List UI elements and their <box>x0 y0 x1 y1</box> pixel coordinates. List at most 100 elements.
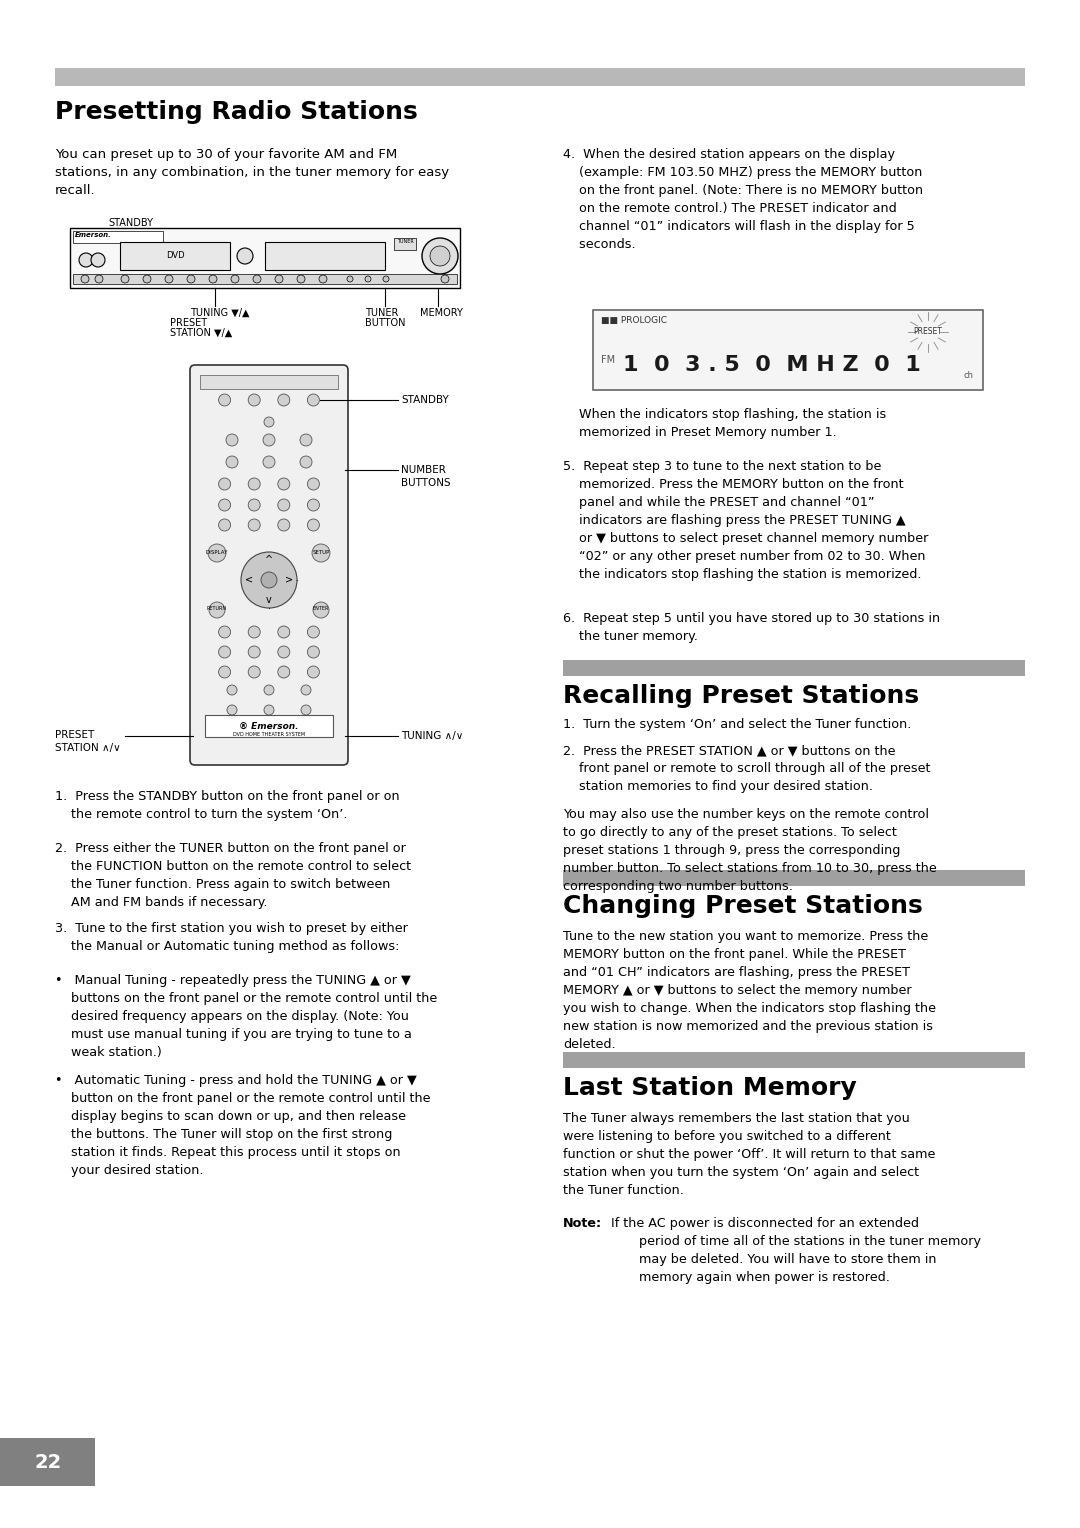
Circle shape <box>218 666 231 678</box>
Text: •   Manual Tuning - repeatedly press the TUNING ▲ or ▼
    buttons on the front : • Manual Tuning - repeatedly press the T… <box>55 973 437 1059</box>
Text: 1.  Turn the system ‘On’ and select the Tuner function.: 1. Turn the system ‘On’ and select the T… <box>563 718 912 749</box>
Text: 3.  Tune to the first station you wish to preset by either
    the Manual or Aut: 3. Tune to the first station you wish to… <box>55 921 408 953</box>
Circle shape <box>253 275 261 283</box>
Bar <box>205 715 333 736</box>
Circle shape <box>308 394 320 406</box>
Bar <box>563 660 1025 675</box>
Circle shape <box>218 520 231 532</box>
Circle shape <box>308 626 320 639</box>
Text: Presetting Radio Stations: Presetting Radio Stations <box>55 99 418 124</box>
Circle shape <box>278 666 289 678</box>
Text: TUNING ∧/∨: TUNING ∧/∨ <box>401 730 463 741</box>
Circle shape <box>441 275 449 283</box>
Circle shape <box>278 626 289 639</box>
Circle shape <box>319 275 327 283</box>
Text: Last Station Memory: Last Station Memory <box>563 1076 856 1100</box>
Text: DVD HOME THEATER SYSTEM: DVD HOME THEATER SYSTEM <box>233 732 305 736</box>
Circle shape <box>264 417 274 426</box>
Text: You can preset up to 30 of your favorite AM and FM
stations, in any combination,: You can preset up to 30 of your favorite… <box>55 148 449 197</box>
Circle shape <box>301 685 311 695</box>
Circle shape <box>312 544 330 562</box>
Circle shape <box>248 478 260 490</box>
Circle shape <box>210 275 217 283</box>
Text: Tune to the new station you want to memorize. Press the
MEMORY button on the fro: Tune to the new station you want to memo… <box>563 931 936 1051</box>
Circle shape <box>231 275 239 283</box>
Circle shape <box>248 646 260 659</box>
Text: BUTTON: BUTTON <box>365 318 405 329</box>
Text: ■■ PROLOGIC: ■■ PROLOGIC <box>600 316 667 325</box>
Bar <box>73 274 457 284</box>
Text: 5.  Repeat step 3 to tune to the next station to be
    memorized. Press the MEM: 5. Repeat step 3 to tune to the next sta… <box>563 460 929 581</box>
Circle shape <box>300 434 312 446</box>
Circle shape <box>218 394 231 406</box>
Circle shape <box>121 275 129 283</box>
Circle shape <box>264 434 275 446</box>
Text: ^: ^ <box>265 555 273 565</box>
Text: STANDBY: STANDBY <box>108 219 153 228</box>
Circle shape <box>278 500 289 510</box>
Text: PRESET: PRESET <box>55 730 94 740</box>
Bar <box>70 228 460 287</box>
Circle shape <box>430 246 450 266</box>
Circle shape <box>347 277 353 283</box>
Bar <box>563 1051 1025 1068</box>
Circle shape <box>278 646 289 659</box>
Circle shape <box>300 455 312 468</box>
Text: ENTER: ENTER <box>313 607 329 611</box>
Circle shape <box>278 478 289 490</box>
Circle shape <box>264 685 274 695</box>
Text: TUNER: TUNER <box>365 309 399 318</box>
Text: •   Automatic Tuning - press and hold the TUNING ▲ or ▼
    button on the front : • Automatic Tuning - press and hold the … <box>55 1074 431 1177</box>
Text: DVD: DVD <box>165 252 185 260</box>
Text: TUNING ▼/▲: TUNING ▼/▲ <box>190 309 249 318</box>
Text: TUNER: TUNER <box>396 238 414 244</box>
Text: You may also use the number keys on the remote control
to go directly to any of : You may also use the number keys on the … <box>563 808 936 892</box>
Circle shape <box>261 571 276 588</box>
Text: Recalling Preset Stations: Recalling Preset Stations <box>563 685 919 707</box>
Text: NUMBER: NUMBER <box>401 465 446 475</box>
Circle shape <box>248 500 260 510</box>
Circle shape <box>226 455 238 468</box>
Circle shape <box>297 275 305 283</box>
Circle shape <box>313 602 329 617</box>
Text: PRESET: PRESET <box>914 327 943 336</box>
Text: 1.  Press the STANDBY button on the front panel or on
    the remote control to : 1. Press the STANDBY button on the front… <box>55 790 400 821</box>
Bar <box>394 238 416 251</box>
Bar <box>0 1438 95 1487</box>
Text: DISPLAY: DISPLAY <box>206 550 228 555</box>
Text: MEMORY: MEMORY <box>420 309 463 318</box>
Text: The Tuner always remembers the last station that you
were listening to before yo: The Tuner always remembers the last stat… <box>563 1112 935 1196</box>
Circle shape <box>248 394 260 406</box>
Circle shape <box>308 478 320 490</box>
Bar <box>593 310 983 390</box>
Text: Note:: Note: <box>563 1216 603 1230</box>
Circle shape <box>275 275 283 283</box>
Text: ch: ch <box>963 370 973 379</box>
Text: SETUP: SETUP <box>312 550 329 555</box>
Circle shape <box>226 434 238 446</box>
Text: Emerson.: Emerson. <box>75 232 111 238</box>
Circle shape <box>91 254 105 267</box>
Text: >: > <box>285 575 293 585</box>
Text: FM: FM <box>600 354 616 365</box>
FancyBboxPatch shape <box>190 365 348 766</box>
Text: STANDBY: STANDBY <box>401 396 449 405</box>
Text: 22: 22 <box>35 1453 62 1471</box>
Circle shape <box>308 500 320 510</box>
Circle shape <box>248 520 260 532</box>
Text: RETURN: RETURN <box>207 607 227 611</box>
Text: 1  0  3 . 5  0  M H Z  0  1: 1 0 3 . 5 0 M H Z 0 1 <box>623 354 921 374</box>
Text: STATION ∧/∨: STATION ∧/∨ <box>55 743 121 753</box>
Text: <: < <box>245 575 253 585</box>
Text: 4.  When the desired station appears on the display
    (example: FM 103.50 MHZ): 4. When the desired station appears on t… <box>563 148 923 251</box>
Circle shape <box>308 520 320 532</box>
Text: 2.  Press the PRESET STATION ▲ or ▼ buttons on the
    front panel or remote to : 2. Press the PRESET STATION ▲ or ▼ butto… <box>563 744 931 793</box>
Circle shape <box>226 723 238 733</box>
Text: 2.  Press either the TUNER button on the front panel or
    the FUNCTION button : 2. Press either the TUNER button on the … <box>55 842 411 909</box>
Circle shape <box>187 275 195 283</box>
Text: STATION ▼/▲: STATION ▼/▲ <box>170 329 232 338</box>
Circle shape <box>365 277 372 283</box>
Circle shape <box>227 704 237 715</box>
Text: BUTTONS: BUTTONS <box>401 478 450 487</box>
Circle shape <box>210 602 225 617</box>
